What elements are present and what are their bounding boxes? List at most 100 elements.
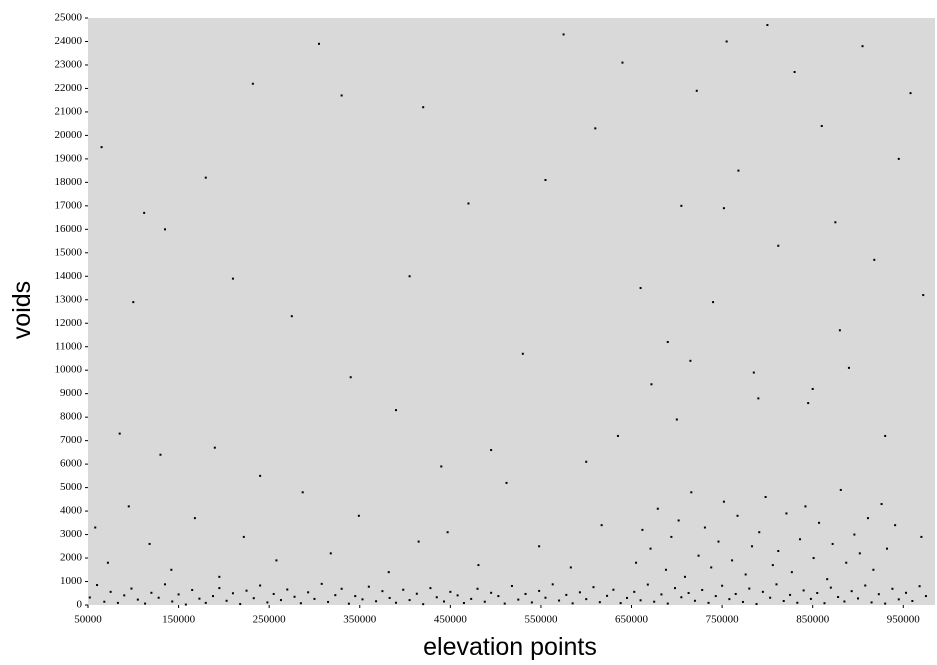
point xyxy=(170,568,173,571)
point xyxy=(807,402,810,405)
x-tick-label: 850000 xyxy=(796,614,830,626)
point xyxy=(417,540,420,543)
y-tick-label: 23000 xyxy=(55,58,83,70)
point xyxy=(660,593,663,596)
point xyxy=(204,601,207,604)
point xyxy=(626,596,628,599)
x-tick-label: 950000 xyxy=(887,614,921,626)
point xyxy=(422,106,425,109)
point xyxy=(721,584,724,587)
y-tick-label: 16000 xyxy=(55,223,83,235)
point xyxy=(639,287,642,290)
point xyxy=(690,491,693,494)
point xyxy=(621,61,624,64)
point xyxy=(440,465,443,468)
point xyxy=(578,591,581,594)
y-tick-label: 7000 xyxy=(60,434,83,446)
x-tick-label: 550000 xyxy=(524,614,558,626)
point xyxy=(266,601,269,604)
y-tick-label: 3000 xyxy=(60,528,83,540)
point xyxy=(872,568,875,571)
point xyxy=(290,315,293,318)
point xyxy=(764,495,767,498)
point xyxy=(538,545,541,548)
point xyxy=(592,586,595,589)
point xyxy=(641,528,644,531)
point xyxy=(408,275,411,278)
point xyxy=(697,554,700,557)
point xyxy=(920,535,923,538)
point xyxy=(218,575,221,578)
point xyxy=(462,602,465,605)
point xyxy=(612,588,615,591)
point xyxy=(157,596,160,599)
point xyxy=(136,598,139,601)
y-tick-label: 19000 xyxy=(55,152,83,164)
point xyxy=(649,547,652,550)
point xyxy=(594,127,597,130)
point xyxy=(562,33,565,36)
y-tick-label: 10000 xyxy=(55,364,83,376)
y-tick-label: 4000 xyxy=(60,505,83,517)
x-tick-label: 150000 xyxy=(162,614,196,626)
point xyxy=(771,564,774,567)
point xyxy=(415,592,418,595)
x-tick-label: 650000 xyxy=(615,614,649,626)
y-tick-label: 1000 xyxy=(60,575,83,587)
point xyxy=(728,598,731,601)
point xyxy=(804,505,807,508)
point xyxy=(880,503,883,506)
point xyxy=(677,519,680,522)
point xyxy=(585,460,588,463)
point xyxy=(712,301,715,304)
point xyxy=(737,169,740,172)
point xyxy=(687,592,690,595)
point xyxy=(922,294,925,297)
point xyxy=(510,584,513,587)
y-tick-label: 5000 xyxy=(60,481,83,493)
point xyxy=(231,277,234,280)
point xyxy=(695,89,698,92)
x-tick-label: 350000 xyxy=(343,614,377,626)
y-tick-label: 8000 xyxy=(60,411,83,423)
y-tick-label: 18000 xyxy=(55,176,83,188)
point xyxy=(191,588,194,591)
point xyxy=(680,596,683,599)
point xyxy=(761,590,764,593)
point xyxy=(829,586,832,589)
point xyxy=(286,588,289,591)
y-tick-label: 20000 xyxy=(55,129,83,141)
point xyxy=(909,92,912,95)
point xyxy=(103,600,106,603)
x-tick-label: 450000 xyxy=(434,614,468,626)
point xyxy=(367,585,370,588)
point xyxy=(891,587,894,590)
point xyxy=(524,592,527,595)
point xyxy=(703,526,706,529)
point xyxy=(132,301,135,304)
point xyxy=(245,589,248,592)
y-axis-label: voids xyxy=(8,281,36,339)
point xyxy=(751,545,754,548)
point xyxy=(831,542,834,545)
point xyxy=(897,157,900,160)
point xyxy=(193,517,196,520)
point xyxy=(818,521,821,524)
point xyxy=(911,600,914,603)
point xyxy=(861,45,864,48)
point xyxy=(666,602,669,605)
point xyxy=(680,204,683,207)
point xyxy=(834,221,837,224)
point xyxy=(858,552,861,555)
point xyxy=(894,524,897,527)
point xyxy=(758,531,761,534)
point xyxy=(349,376,352,379)
point xyxy=(198,597,201,600)
point xyxy=(870,601,873,604)
point xyxy=(650,383,653,386)
point xyxy=(664,568,667,571)
point xyxy=(435,596,438,599)
point xyxy=(231,592,234,595)
point xyxy=(497,595,500,598)
